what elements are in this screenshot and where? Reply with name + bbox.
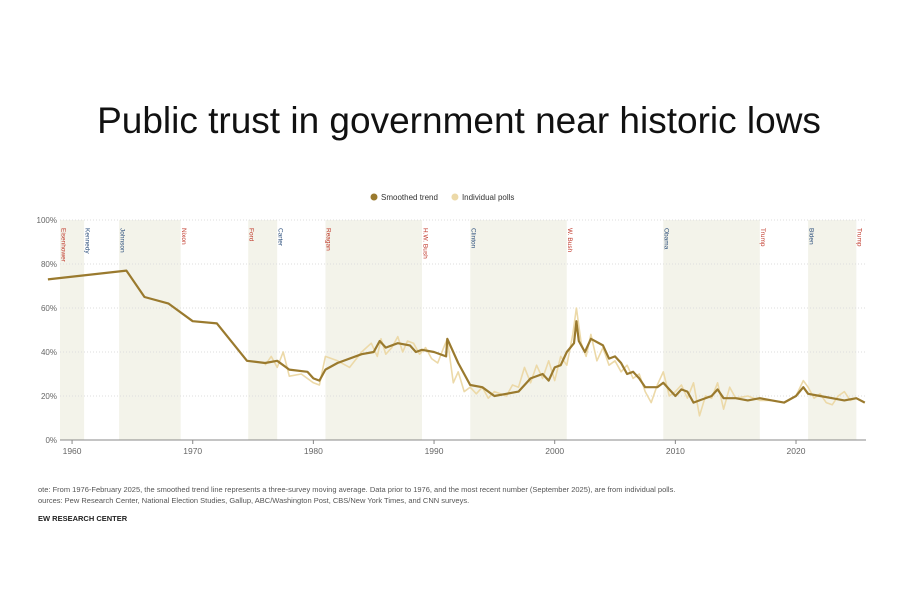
x-tick-label: 1970 bbox=[183, 446, 202, 456]
legend-swatch bbox=[451, 193, 459, 201]
legend-swatch bbox=[370, 193, 378, 201]
x-tick-label: 2010 bbox=[666, 446, 685, 456]
source: EW RESEARCH CENTER bbox=[38, 514, 128, 523]
x-tick-label: 1960 bbox=[63, 446, 82, 456]
president-band bbox=[470, 220, 567, 440]
x-tick-label: 2020 bbox=[787, 446, 806, 456]
y-tick-label: 100% bbox=[37, 216, 57, 225]
x-tick-label: 2000 bbox=[545, 446, 564, 456]
y-tick-label: 60% bbox=[41, 304, 57, 313]
president-label: Trump bbox=[856, 228, 863, 247]
president-band bbox=[60, 220, 85, 440]
president-label: W. Bush bbox=[566, 228, 573, 253]
president-band bbox=[808, 220, 857, 440]
president-band bbox=[119, 220, 181, 440]
president-band bbox=[248, 220, 278, 440]
x-tick-label: 1980 bbox=[304, 446, 323, 456]
president-label: Eisenhower bbox=[59, 228, 66, 263]
x-tick-label: 1990 bbox=[425, 446, 444, 456]
chart-title: Public trust in government near historic… bbox=[97, 100, 821, 141]
legend-label: Smoothed trend bbox=[381, 193, 438, 202]
president-label: Nixon bbox=[180, 228, 187, 245]
president-label: Ford bbox=[248, 228, 255, 242]
president-label: H.W. Bush bbox=[421, 228, 428, 259]
president-label: Carter bbox=[276, 228, 283, 247]
president-band bbox=[325, 220, 422, 440]
legend-label: Individual polls bbox=[462, 193, 514, 202]
president-label: Kennedy bbox=[83, 228, 90, 254]
president-label: Biden bbox=[807, 228, 814, 245]
series-line bbox=[47, 269, 866, 404]
president-label: Clinton bbox=[470, 228, 477, 249]
bands: Eisenhower Kennedy Johnson Nixon Ford Carter R… bbox=[59, 220, 863, 440]
president-label: Johnson bbox=[118, 228, 125, 253]
y-tick-label: 20% bbox=[41, 392, 57, 401]
y-tick-label: 80% bbox=[41, 260, 57, 269]
note: ources: Pew Research Center, National El… bbox=[38, 496, 469, 505]
grid: 0% 20% 40% 60% 80% 100% 1960 1970 1980 1990 2000 20… bbox=[37, 216, 866, 456]
president-band bbox=[663, 220, 760, 440]
y-tick-label: 0% bbox=[45, 436, 57, 445]
marks bbox=[47, 269, 866, 417]
y-tick-label: 40% bbox=[41, 348, 57, 357]
note: ote: From 1976-February 2025, the smooth… bbox=[38, 485, 675, 494]
president-label: Trump bbox=[759, 228, 766, 247]
president-label: Obama bbox=[663, 228, 670, 250]
president-label: Reagan bbox=[325, 228, 332, 251]
